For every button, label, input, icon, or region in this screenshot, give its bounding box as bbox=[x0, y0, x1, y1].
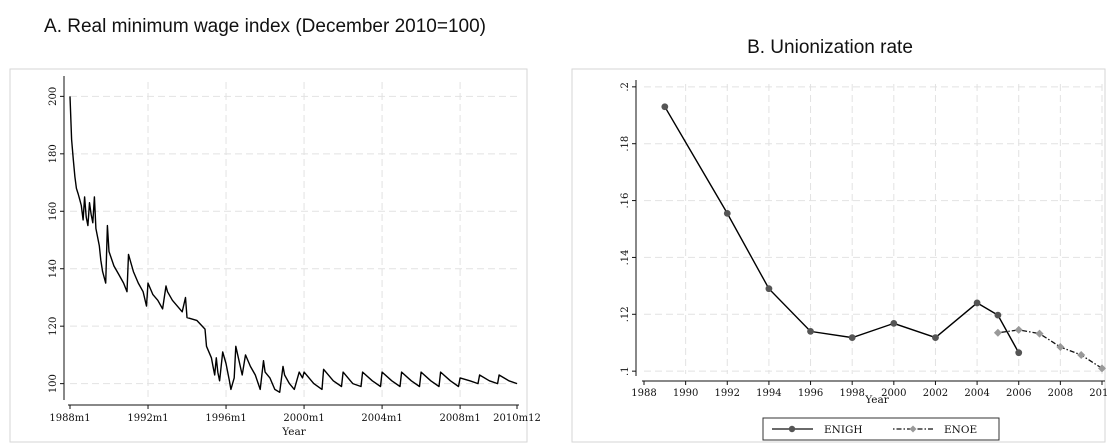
chart-a-ytick-label: 100 bbox=[48, 374, 59, 393]
legend-box bbox=[762, 417, 1000, 441]
chart-a-xtick-label: 2008m1 bbox=[439, 413, 480, 424]
chart-b-enigh-point bbox=[932, 334, 939, 342]
chart-b-enoe-point bbox=[1077, 350, 1086, 359]
chart-a-ytick-label: 200 bbox=[48, 87, 59, 106]
chart-b-title: B. Unionization rate bbox=[747, 37, 913, 58]
chart-a-xtick-label: 2000m1 bbox=[283, 413, 324, 424]
chart-b-enoe-point bbox=[1098, 364, 1106, 373]
chart-b-series-enigh-line bbox=[664, 106, 1020, 354]
chart-b-xtick-label: 1992 bbox=[715, 388, 740, 399]
chart-a-xtick-label: 2010m12 bbox=[493, 413, 541, 424]
chart-a-xtick-label: 1988m1 bbox=[49, 413, 90, 424]
panel-b-frame bbox=[571, 68, 1106, 443]
panel-a-frame bbox=[9, 68, 528, 443]
chart-b-ytick-label: .18 bbox=[620, 136, 631, 152]
chart-b-xtick-label: 1998 bbox=[839, 388, 864, 399]
legend-enigh-label: ENIGH bbox=[824, 424, 863, 436]
chart-b-xtick-label: 1996 bbox=[798, 388, 823, 399]
chart-b-ytick-label: .12 bbox=[620, 306, 631, 322]
chart-a-ytick-label: 180 bbox=[48, 144, 59, 163]
chart-b-enigh-point bbox=[973, 299, 981, 307]
chart-b-ytick-label: .2 bbox=[620, 82, 631, 92]
chart-a-series-line bbox=[69, 96, 518, 393]
chart-a-ytick-label: 140 bbox=[48, 259, 59, 278]
legend-enoe-label: ENOE bbox=[944, 424, 977, 436]
chart-a-xtick-label: 1992m1 bbox=[127, 413, 168, 424]
chart-b-ytick-label: .16 bbox=[620, 193, 631, 209]
chart-a-xtick-label: 1996m1 bbox=[205, 413, 246, 424]
chart-a-ytick-label: 160 bbox=[48, 202, 59, 221]
panel-a: 100 120 140 160 180 200 1988m1 1992m1 1996m1 2000… bbox=[48, 76, 541, 424]
chart-b-legend: ENIGH ENOE bbox=[762, 417, 1000, 441]
chart-b-xtick-label: 1990 bbox=[673, 388, 698, 399]
chart-b-enigh-point bbox=[723, 209, 731, 217]
chart-b-xtick-label: 2004 bbox=[964, 388, 989, 399]
panel-b: .1 .12 .14 .16 .18 .2 1988 1990 1992 1994 1996 1998… bbox=[620, 80, 1107, 399]
chart-b-enigh-point bbox=[1015, 349, 1023, 357]
chart-b-enigh-point bbox=[848, 334, 856, 342]
chart-a-title: A. Real minimum wage index (December 201… bbox=[44, 16, 486, 37]
chart-b-enigh-point bbox=[890, 319, 898, 327]
chart-b-ytick-label: .1 bbox=[620, 366, 631, 376]
chart-b-xtick-label: 2008 bbox=[1048, 388, 1073, 399]
chart-a-ytick-label: 120 bbox=[48, 317, 59, 336]
legend-enoe-marker bbox=[909, 425, 917, 433]
chart-b-enigh-point bbox=[994, 311, 1002, 319]
chart-b-enigh-point bbox=[765, 285, 773, 293]
chart-a-xlabel: Year bbox=[281, 426, 306, 438]
chart-b-enoe-point bbox=[1056, 342, 1065, 351]
chart-b-enoe-point bbox=[1035, 329, 1044, 338]
chart-b-ytick-label: .14 bbox=[620, 249, 631, 265]
chart-b-xtick-label: 1994 bbox=[756, 388, 781, 399]
chart-b-xtick-label: 2000 bbox=[881, 388, 906, 399]
chart-b-enoe-point bbox=[1014, 325, 1023, 334]
chart-b-enoe-point bbox=[993, 328, 1002, 337]
chart-b-enigh-point bbox=[661, 103, 669, 111]
legend-enigh-marker bbox=[788, 425, 796, 433]
chart-b-xtick-label: 2010 bbox=[1089, 388, 1107, 399]
chart-b-xtick-label: 2002 bbox=[923, 388, 948, 399]
chart-b-xtick-label: 2006 bbox=[1006, 388, 1031, 399]
chart-a-xtick-label: 2004m1 bbox=[361, 413, 402, 424]
chart-b-xtick-label: 1988 bbox=[631, 388, 656, 399]
chart-b-enigh-point bbox=[807, 327, 814, 335]
chart-b-xlabel: Year bbox=[864, 394, 889, 406]
